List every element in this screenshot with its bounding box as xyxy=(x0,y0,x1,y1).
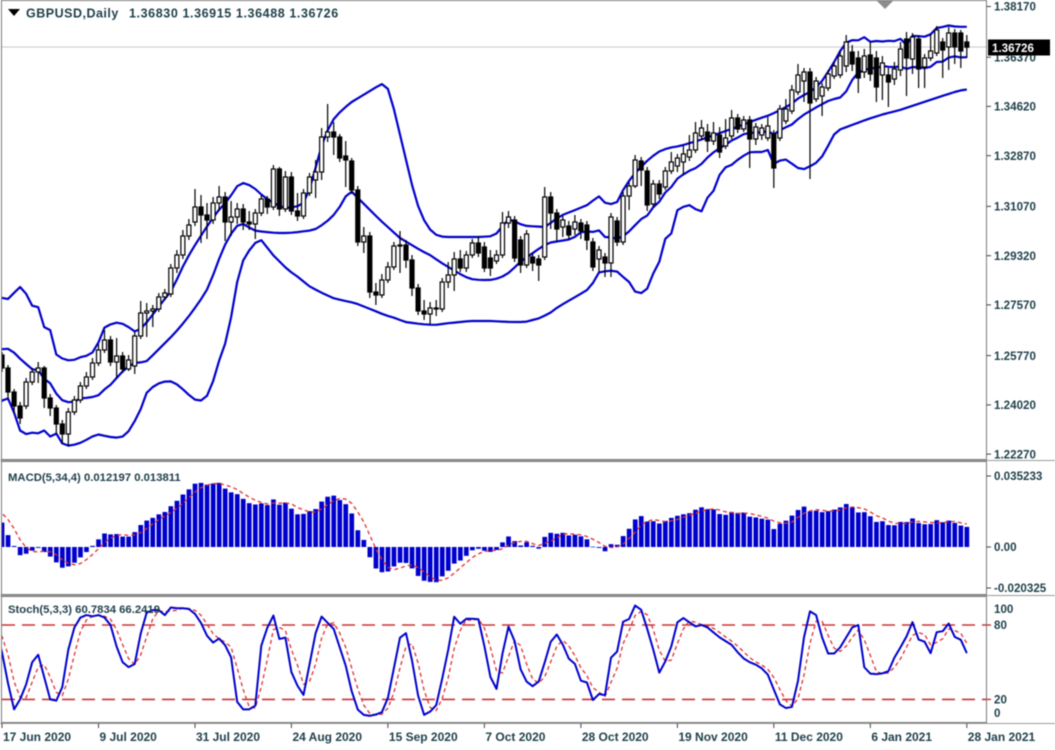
svg-text:0.00: 0.00 xyxy=(994,541,1017,554)
svg-text:Stoch(5,3,3) 60.7834 66.2419: Stoch(5,3,3) 60.7834 66.2419 xyxy=(8,604,160,616)
svg-text:0.035233: 0.035233 xyxy=(994,470,1043,483)
svg-text:1.25770: 1.25770 xyxy=(994,350,1036,363)
svg-text:28 Jan 2021: 28 Jan 2021 xyxy=(968,730,1036,744)
svg-text:0: 0 xyxy=(994,707,1000,720)
svg-text:28 Oct 2020: 28 Oct 2020 xyxy=(582,730,649,744)
svg-text:80: 80 xyxy=(994,619,1007,632)
svg-text:1.27570: 1.27570 xyxy=(994,299,1036,312)
svg-text:1.31070: 1.31070 xyxy=(994,201,1036,214)
svg-text:6 Jan 2021: 6 Jan 2021 xyxy=(871,730,932,744)
svg-text:GBPUSD,Daily: GBPUSD,Daily xyxy=(26,7,119,21)
svg-text:1.36830 1.36915 1.36488 1.3672: 1.36830 1.36915 1.36488 1.36726 xyxy=(129,7,339,21)
svg-text:24 Aug 2020: 24 Aug 2020 xyxy=(292,730,362,744)
svg-text:17 Jun 2020: 17 Jun 2020 xyxy=(3,730,71,744)
svg-text:20: 20 xyxy=(994,694,1007,707)
svg-text:1.29320: 1.29320 xyxy=(994,250,1036,263)
svg-text:9 Jul 2020: 9 Jul 2020 xyxy=(99,730,157,744)
svg-text:11 Dec 2020: 11 Dec 2020 xyxy=(775,730,843,744)
svg-text:MACD(5,34,4) 0.012197 0.013811: MACD(5,34,4) 0.012197 0.013811 xyxy=(8,472,181,484)
svg-text:1.32870: 1.32870 xyxy=(994,150,1036,163)
svg-text:7 Oct 2020: 7 Oct 2020 xyxy=(485,730,545,744)
svg-text:1.36726: 1.36726 xyxy=(992,42,1034,55)
svg-text:1.22270: 1.22270 xyxy=(994,448,1036,461)
svg-text:19 Nov 2020: 19 Nov 2020 xyxy=(678,730,748,744)
svg-text:100: 100 xyxy=(994,603,1013,616)
svg-text:1.34620: 1.34620 xyxy=(994,101,1036,114)
svg-text:-0.020325: -0.020325 xyxy=(994,582,1047,595)
svg-text:1.24020: 1.24020 xyxy=(994,399,1036,412)
svg-text:15 Sep 2020: 15 Sep 2020 xyxy=(389,730,458,744)
svg-text:1.38170: 1.38170 xyxy=(994,1,1036,14)
svg-text:31 Jul 2020: 31 Jul 2020 xyxy=(196,730,260,744)
